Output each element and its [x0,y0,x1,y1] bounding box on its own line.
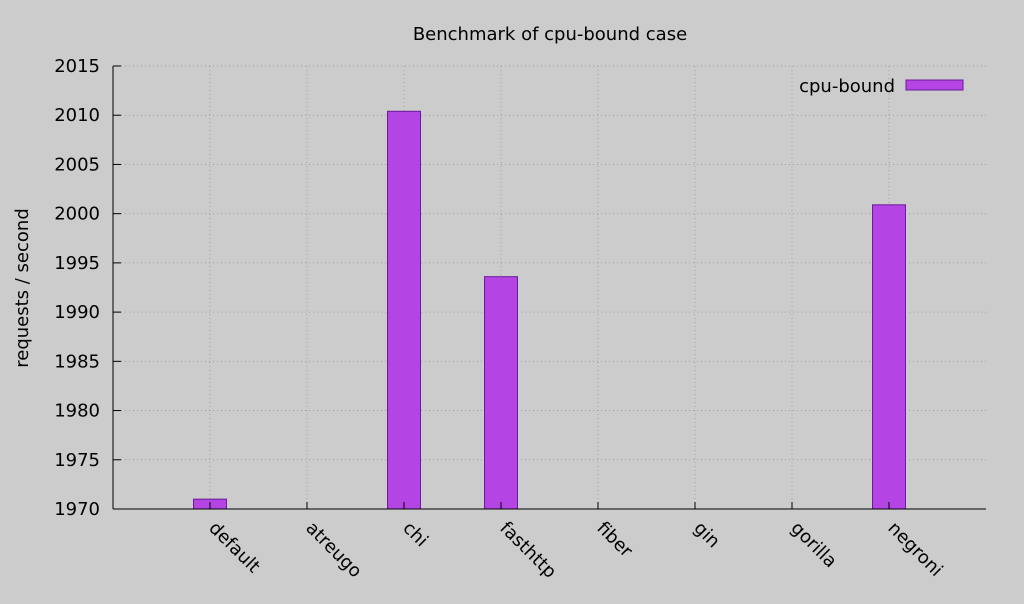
y-tick-label: 1985 [54,351,100,372]
y-tick-label: 2010 [54,105,100,126]
x-tick-label: fasthttp [495,518,560,583]
grid-layer [113,65,986,509]
x-tick-label: gin [689,518,724,553]
axes-layer [112,65,986,510]
bar-fasthttp [484,276,518,510]
y-tick-label: 1975 [54,450,100,471]
x-tick-labels: default atreugo chi fasthttp fiber gin gorilla… [204,518,946,583]
bars-layer [193,110,906,510]
x-tick-label: chi [398,518,431,551]
x-tick-label: negroni [883,518,946,581]
y-tick-label: 1970 [54,499,100,520]
x-tick-label: gorilla [786,518,840,572]
legend: cpu-bound [799,76,964,97]
legend-swatch [905,79,964,91]
x-tick-label: atreugo [301,518,365,582]
x-tick-label: fiber [592,518,636,562]
y-axis-label: requests / second [12,208,33,368]
y-tick-label: 2005 [54,154,100,175]
y-tick-label: 2015 [54,56,100,77]
legend-label: cpu-bound [799,76,895,97]
y-tick-label: 1990 [54,302,100,323]
bar-negroni [872,204,906,510]
y-tick-label: 1980 [54,401,100,422]
chart-title: Benchmark of cpu-bound case [413,24,687,45]
x-tick-label: default [204,518,264,578]
y-tick-label: 1995 [54,253,100,274]
y-tick-labels: 1970 1975 1980 1985 1990 1995 2000 2005 2010 2015 [54,56,100,520]
bar-chi [387,110,421,510]
y-tick-label: 2000 [54,204,100,225]
